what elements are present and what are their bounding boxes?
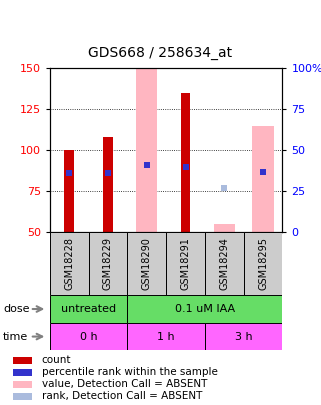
- Bar: [50, 323, 127, 350]
- Text: GSM18295: GSM18295: [258, 237, 268, 290]
- Text: 0 h: 0 h: [80, 332, 97, 341]
- Text: rank, Detection Call = ABSENT: rank, Detection Call = ABSENT: [42, 391, 202, 401]
- Text: 0.1 uM IAA: 0.1 uM IAA: [175, 304, 235, 314]
- Bar: [181, 93, 190, 232]
- Bar: [103, 137, 113, 232]
- Bar: [127, 232, 166, 295]
- Bar: [127, 323, 205, 350]
- Text: GDS668 / 258634_at: GDS668 / 258634_at: [89, 46, 232, 60]
- Bar: [166, 232, 205, 295]
- Bar: [13, 381, 32, 388]
- Bar: [205, 323, 282, 350]
- Text: dose: dose: [3, 304, 30, 314]
- Text: GSM18291: GSM18291: [180, 237, 190, 290]
- Text: 1 h: 1 h: [157, 332, 175, 341]
- Text: GSM18229: GSM18229: [103, 237, 113, 290]
- Text: percentile rank within the sample: percentile rank within the sample: [42, 367, 218, 377]
- Bar: [244, 232, 282, 295]
- Text: GSM18290: GSM18290: [142, 237, 152, 290]
- Bar: [205, 232, 244, 295]
- Bar: [89, 232, 127, 295]
- Bar: [13, 369, 32, 376]
- Text: 3 h: 3 h: [235, 332, 253, 341]
- Bar: [214, 224, 235, 232]
- Bar: [50, 295, 127, 323]
- Text: GSM18294: GSM18294: [219, 237, 229, 290]
- Text: GSM18228: GSM18228: [64, 237, 74, 290]
- Bar: [127, 295, 282, 323]
- Bar: [50, 232, 89, 295]
- Bar: [13, 357, 32, 364]
- Text: untreated: untreated: [61, 304, 116, 314]
- Bar: [64, 150, 74, 232]
- Bar: [136, 68, 157, 232]
- Bar: [13, 393, 32, 400]
- Text: time: time: [3, 332, 29, 341]
- Bar: [252, 126, 274, 232]
- Text: value, Detection Call = ABSENT: value, Detection Call = ABSENT: [42, 379, 207, 389]
- Text: count: count: [42, 355, 71, 365]
